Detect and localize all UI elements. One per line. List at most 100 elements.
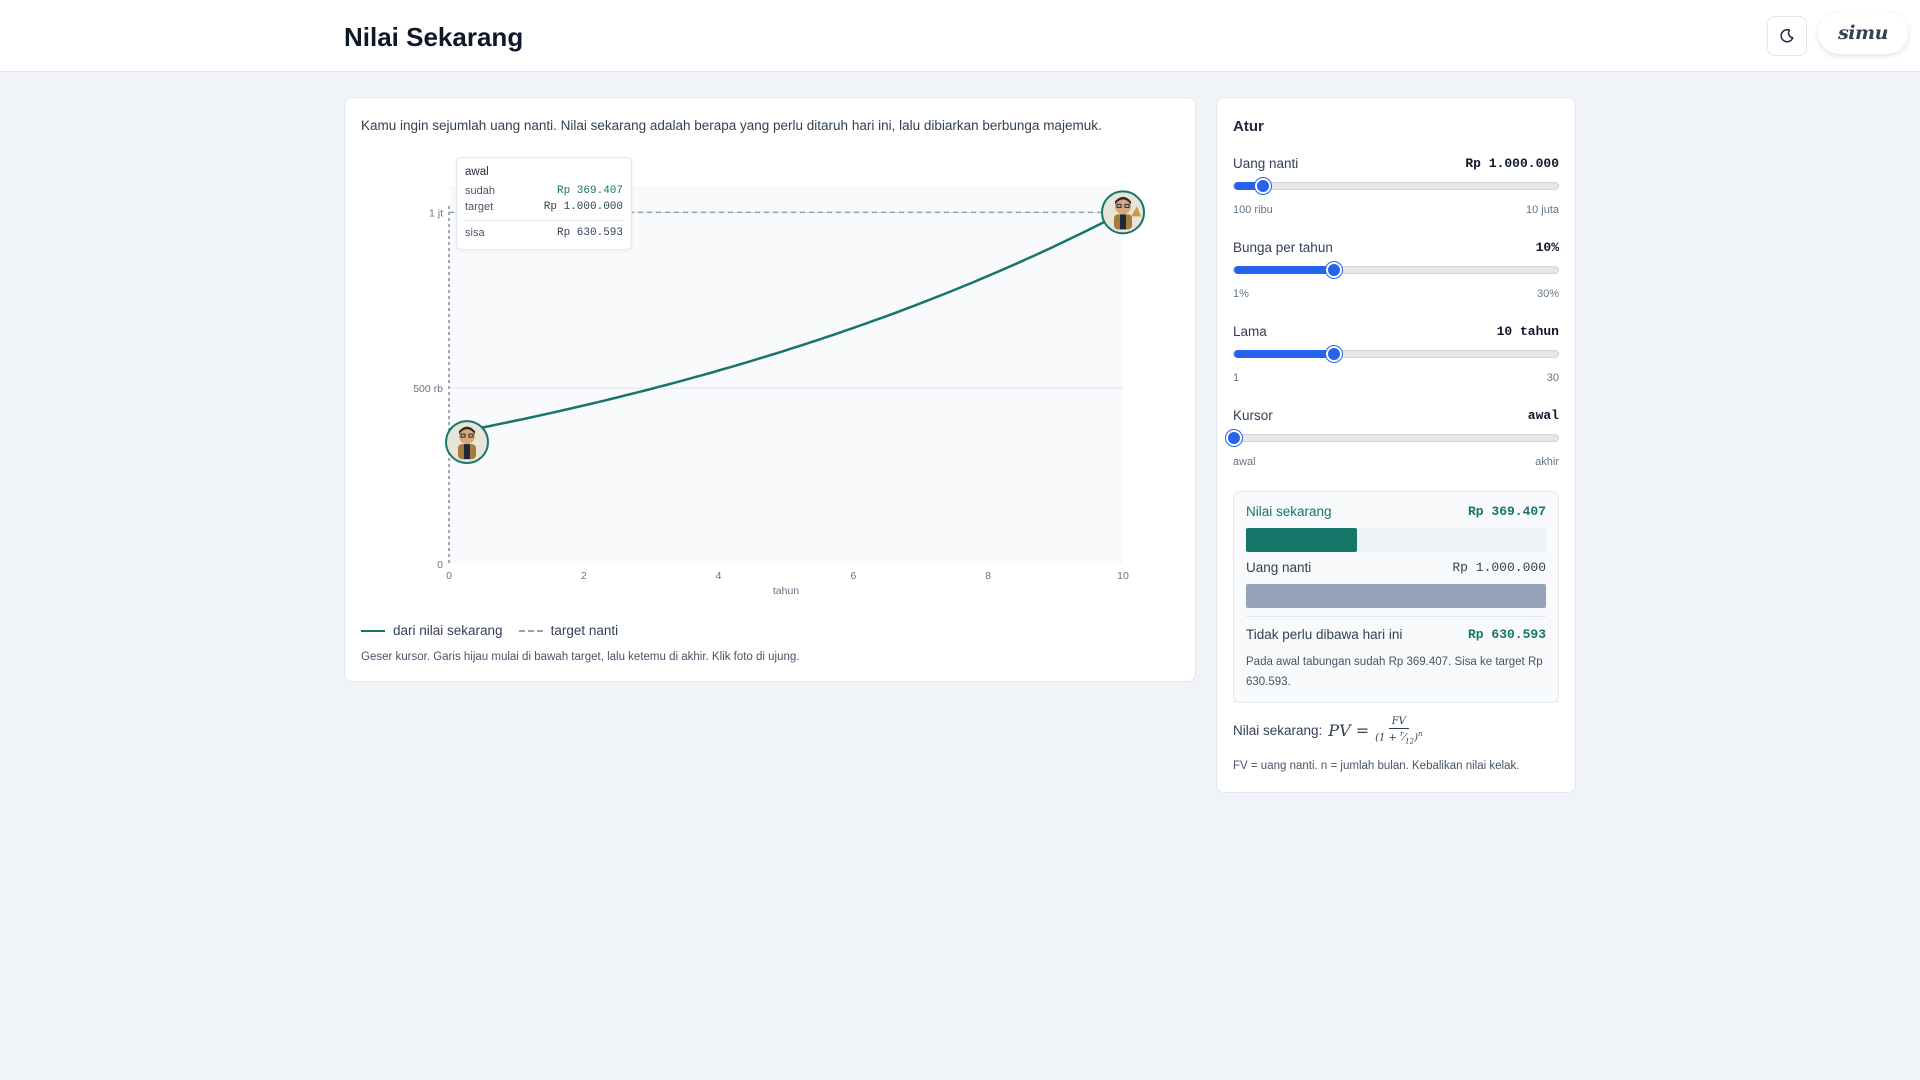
slider-thumb[interactable]: [1226, 430, 1242, 446]
slider-value: 10%: [1535, 240, 1559, 255]
fv-bar: [1246, 584, 1546, 608]
slider-label: Lama: [1233, 324, 1267, 339]
formula-label: Nilai sekarang:: [1233, 723, 1323, 739]
logo[interactable]: simu: [1818, 12, 1908, 54]
avatar-money-bag: [1131, 206, 1141, 217]
end-avatar[interactable]: [1101, 190, 1145, 235]
y-tick-label: 500 rb: [413, 383, 443, 395]
slider-min-label: 100 ribu: [1233, 204, 1273, 216]
x-axis-label: tahun: [773, 585, 799, 597]
slider-fill: [1234, 350, 1335, 358]
moon-icon: [1780, 28, 1794, 43]
slider-uang-nanti: Uang nanti Rp 1.000.000 100 ribu 10 juta: [1233, 156, 1559, 228]
slider-min-label: awal: [1233, 456, 1256, 468]
pv-row: Nilai sekarang Rp 369.407: [1246, 504, 1546, 519]
slider-label: Bunga per tahun: [1233, 240, 1333, 255]
result-description: Pada awal tabungan sudah Rp 369.407. Sis…: [1246, 656, 1543, 688]
tooltip-divider: [465, 220, 623, 221]
x-tick-label: 4: [716, 570, 722, 582]
tooltip-sisa-value: Rp 630.593: [556, 227, 623, 239]
tooltip-row-sisa: sisa Rp 630.593: [465, 225, 623, 241]
x-tick-label: 10: [1117, 570, 1129, 582]
avatar-head: [459, 428, 475, 445]
fv-value: Rp 1.000.000: [1452, 560, 1546, 575]
cursor-tooltip: awal sudah Rp 369.407 target Rp 1.000.00…: [456, 157, 632, 250]
slider-label: Uang nanti: [1233, 156, 1299, 171]
y-tick-label: 0: [437, 559, 443, 571]
slider-fill: [1234, 182, 1264, 190]
diff-label: Tidak perlu dibawa hari ini: [1246, 627, 1403, 642]
pv-value: Rp 369.407: [1467, 504, 1546, 519]
avatar-tie: [464, 444, 470, 460]
x-tick-label: 2: [581, 570, 587, 582]
chart-legend: dari nilai sekarang target nanti: [361, 623, 618, 638]
slider-bunga: Bunga per tahun 10% 1% 30%: [1233, 240, 1559, 312]
fv-row: Uang nanti Rp 1.000.000: [1246, 560, 1546, 575]
pv-bar: [1246, 528, 1546, 552]
formula-row: Nilai sekarang: PV = FV (1 + r⁄12)n: [1233, 716, 1422, 745]
slider-lama: Lama 10 tahun 1 30: [1233, 324, 1559, 396]
avatar-glasses-right: [468, 433, 474, 438]
tooltip-sudah-label: sudah: [465, 185, 495, 197]
slider-value: awal: [1527, 408, 1559, 423]
diff-row: Tidak perlu dibawa hari ini Rp 630.593: [1246, 627, 1546, 642]
logo-text: simu: [1838, 22, 1888, 44]
fv-bar-fill: [1246, 584, 1546, 608]
slider-max-label: akhir: [1535, 456, 1559, 468]
slider-track[interactable]: [1233, 346, 1559, 362]
formula-note: FV = uang nanti. n = jumlah bulan. Kebal…: [1233, 760, 1520, 772]
slider-value: Rp 1.000.000: [1465, 156, 1559, 171]
slider-track[interactable]: [1233, 178, 1559, 194]
chart-note: Geser kursor. Garis hijau mulai di bawah…: [361, 651, 800, 663]
tooltip-row-sudah: sudah Rp 369.407: [465, 183, 623, 199]
avatar-glasses-left: [1116, 203, 1122, 208]
slider-track[interactable]: [1226, 430, 1559, 446]
result-divider: [1246, 616, 1546, 617]
result-panel: Nilai sekarang Rp 369.407 Uang nanti Rp …: [1233, 491, 1559, 703]
avatar-glasses-right: [1124, 203, 1130, 208]
chart-card: Kamu ingin sejumlah uang nanti. Nilai se…: [344, 97, 1196, 682]
slider-value: 10 tahun: [1496, 324, 1559, 339]
diff-value: Rp 630.593: [1467, 627, 1546, 642]
slider-min-label: 1: [1233, 372, 1240, 384]
slider-thumb[interactable]: [1326, 346, 1343, 362]
start-avatar[interactable]: [445, 420, 489, 465]
slider-max-label: 30%: [1536, 288, 1559, 300]
slider-label: Kursor: [1233, 408, 1273, 423]
tooltip-title: awal: [465, 166, 489, 178]
settings-card: Atur Uang nanti Rp 1.000.000 100 ribu 10…: [1216, 97, 1576, 793]
present-value-line: [448, 211, 1124, 436]
tooltip-target-label: target: [465, 201, 494, 213]
settings-title: Atur: [1233, 118, 1264, 135]
pv-label: Nilai sekarang: [1246, 504, 1332, 519]
avatar-glasses-left: [460, 433, 466, 438]
x-tick-label: 8: [985, 570, 991, 582]
pv-bar-fill: [1246, 528, 1357, 552]
legend-label-solid: dari nilai sekarang: [393, 623, 503, 638]
legend-swatch-solid: [361, 629, 385, 632]
avatar-hair: [459, 426, 475, 435]
slider-max-label: 30: [1546, 372, 1559, 384]
slider-thumb[interactable]: [1255, 178, 1272, 194]
avatar-tie: [1120, 214, 1126, 230]
avatar-hair: [1115, 196, 1131, 205]
x-tick-label: 6: [850, 570, 856, 582]
formula-expression: PV = FV (1 + r⁄12)n: [1328, 716, 1423, 746]
legend-label-dashed: target nanti: [550, 623, 619, 638]
intro-text: Kamu ingin sejumlah uang nanti. Nilai se…: [361, 118, 1102, 133]
tooltip-sudah-value: Rp 369.407: [556, 185, 623, 197]
slider-thumb[interactable]: [1326, 262, 1343, 278]
x-tick-label: 0: [446, 570, 452, 582]
tooltip-target-value: Rp 1.000.000: [543, 201, 623, 213]
avatar-head: [1115, 198, 1131, 215]
y-tick-label: 1 jt: [429, 207, 443, 219]
slider-min-label: 1%: [1233, 288, 1249, 300]
slider-kursor: Kursor awal awal akhir: [1226, 408, 1559, 480]
tooltip-row-target: target Rp 1.000.000: [465, 199, 623, 215]
top-bar: Nilai Sekarang simu: [0, 0, 1920, 72]
theme-toggle-button[interactable]: [1767, 16, 1807, 56]
slider-track[interactable]: [1233, 262, 1559, 278]
page-title: Nilai Sekarang: [344, 22, 524, 52]
fv-label: Uang nanti: [1246, 560, 1312, 575]
slider-fill: [1234, 266, 1335, 274]
